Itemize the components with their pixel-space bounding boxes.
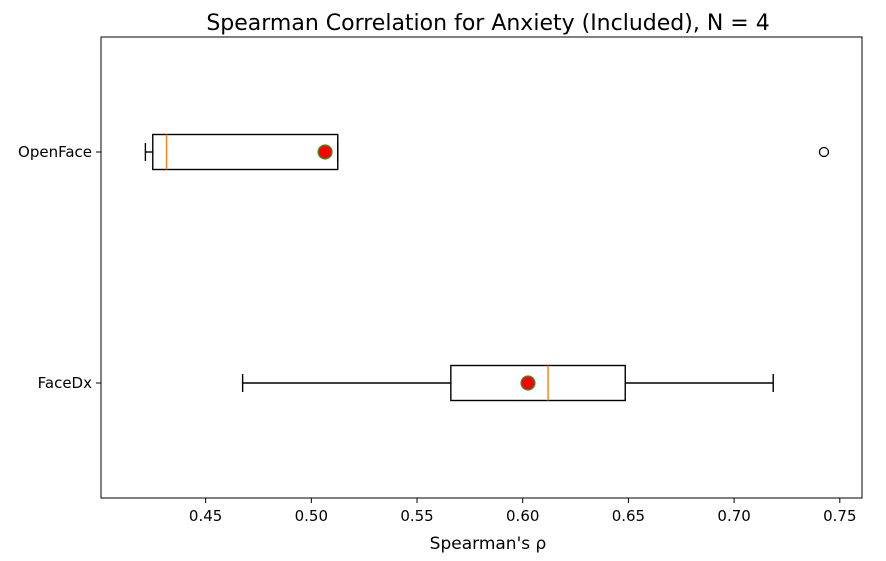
x-tick-label-5: 0.70 [717, 507, 750, 525]
boxes-layer [144, 133, 830, 402]
x-tick-label-6: 0.75 [823, 507, 856, 525]
y-tick-label-openface: OpenFace [18, 143, 92, 161]
box-openface [152, 133, 339, 171]
x-tick-label-1: 0.50 [295, 507, 328, 525]
x-axis: 0.45 0.50 0.55 0.60 0.65 0.70 0.75 [189, 498, 857, 525]
x-tick-label-0: 0.45 [189, 507, 222, 525]
x-axis-label: Spearman's ρ [430, 534, 547, 554]
y-axis: OpenFace FaceDx [18, 143, 101, 392]
mean-marker-facedx [520, 375, 536, 391]
x-tick-label-2: 0.55 [400, 507, 433, 525]
box-group-openface [144, 133, 830, 171]
y-tick-label-facedx: FaceDx [38, 374, 92, 392]
mean-marker-openface [317, 144, 333, 160]
chart-title: Spearman Correlation for Anxiety (Includ… [206, 11, 769, 36]
x-tick-label-3: 0.60 [506, 507, 539, 525]
x-tick-label-4: 0.65 [612, 507, 645, 525]
flier-openface-0 [818, 146, 830, 158]
box-group-facedx [241, 364, 774, 402]
plot-frame [100, 36, 863, 499]
box-facedx [450, 364, 626, 402]
